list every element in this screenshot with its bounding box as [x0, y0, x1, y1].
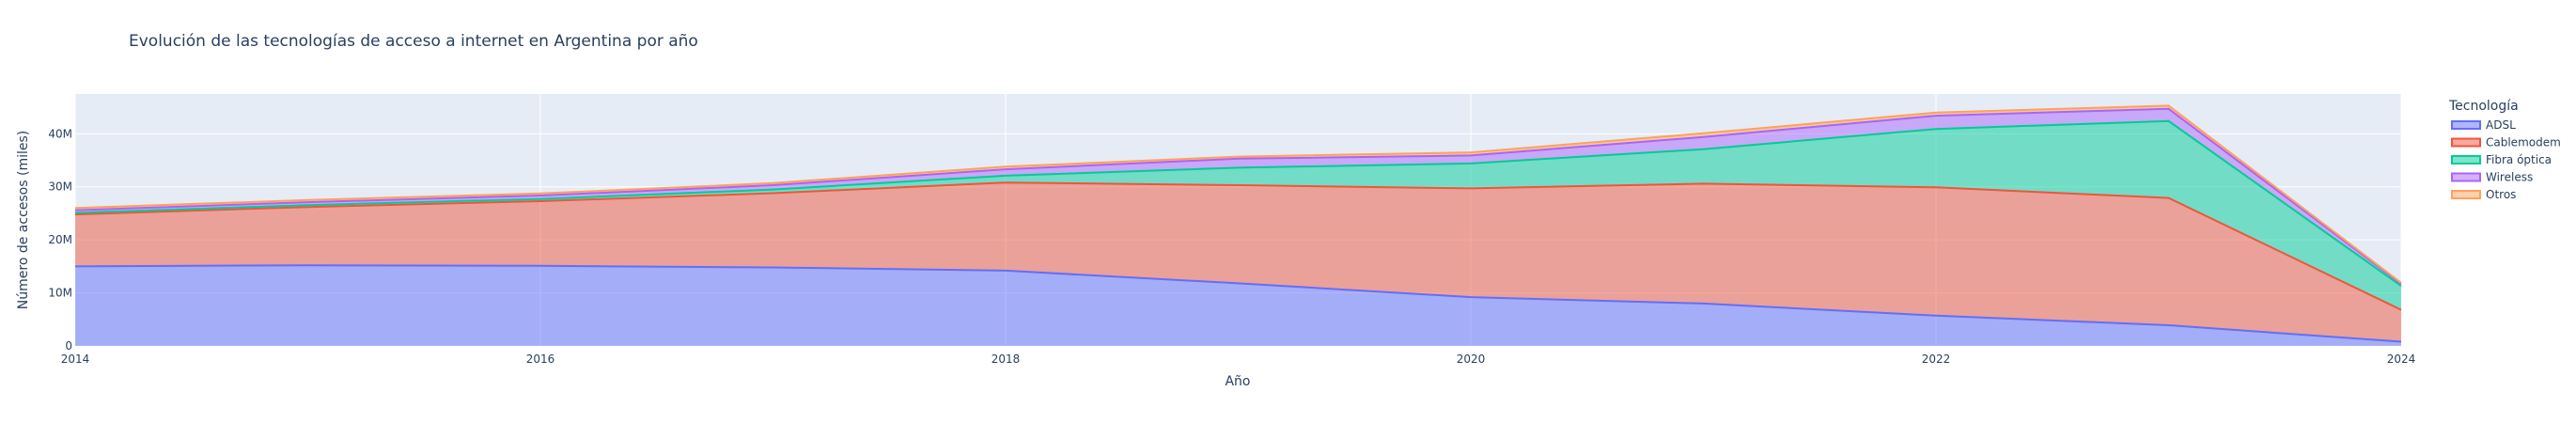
y-tick-label: 20M	[48, 233, 72, 246]
x-tick-label: 2014	[61, 352, 90, 366]
legend-item-adsl[interactable]: ADSL	[2451, 118, 2516, 132]
legend-label: Otros	[2486, 188, 2516, 201]
legend-item-cablemodem[interactable]: Cablemodem	[2451, 136, 2561, 149]
y-tick-label: 40M	[48, 127, 72, 140]
x-tick-label: 2022	[1922, 352, 1951, 366]
legend-item-fibra-ptica[interactable]: Fibra óptica	[2451, 153, 2552, 166]
legend-title: Tecnología	[2448, 99, 2519, 114]
legend-item-otros[interactable]: Otros	[2451, 188, 2516, 201]
legend-swatch	[2451, 155, 2481, 164]
y-tick-label: 0	[65, 339, 72, 352]
legend-label: Wireless	[2486, 171, 2533, 184]
chart-title: Evolución de las tecnologías de acceso a…	[129, 32, 698, 51]
x-tick-label: 2020	[1457, 352, 1486, 366]
y-tick-label: 10M	[48, 287, 72, 300]
line-otros	[74, 104, 2402, 284]
area-adsl	[75, 265, 2401, 346]
legend-item-wireless[interactable]: Wireless	[2451, 171, 2533, 184]
legend-label: Cablemodem	[2486, 136, 2561, 149]
line-fibra-ptica	[74, 119, 2402, 288]
area-fibra-ptica	[75, 120, 2401, 310]
line-adsl	[74, 264, 2402, 343]
legend-label: ADSL	[2486, 118, 2516, 132]
legend-swatch	[2451, 137, 2481, 148]
legend: Tecnología ADSL Cablemodem Fibra óptica Wir…	[2448, 99, 2561, 201]
y-tick-labels: 0 10M 20M 30M 40M	[48, 127, 72, 352]
y-tick-label: 30M	[48, 180, 72, 194]
x-axis-title: Año	[1225, 374, 1250, 389]
legend-swatch	[2451, 172, 2481, 182]
area-cablemodem	[75, 182, 2401, 342]
line-cablemodem	[74, 181, 2402, 311]
y-axis-title: Número de accesos (miles)	[16, 131, 31, 309]
x-tick-labels: 2014 2016 2018 2020 2022 2024	[61, 352, 2416, 366]
line-wireless	[74, 107, 2402, 285]
series-lines	[74, 104, 2402, 343]
area-wireless	[75, 108, 2401, 287]
legend-swatch	[2451, 190, 2481, 199]
x-tick-label: 2024	[2387, 352, 2416, 366]
x-tick-label: 2016	[526, 352, 555, 366]
legend-label: Fibra óptica	[2486, 153, 2552, 166]
legend-swatch	[2451, 120, 2481, 130]
x-tick-label: 2018	[991, 352, 1021, 366]
